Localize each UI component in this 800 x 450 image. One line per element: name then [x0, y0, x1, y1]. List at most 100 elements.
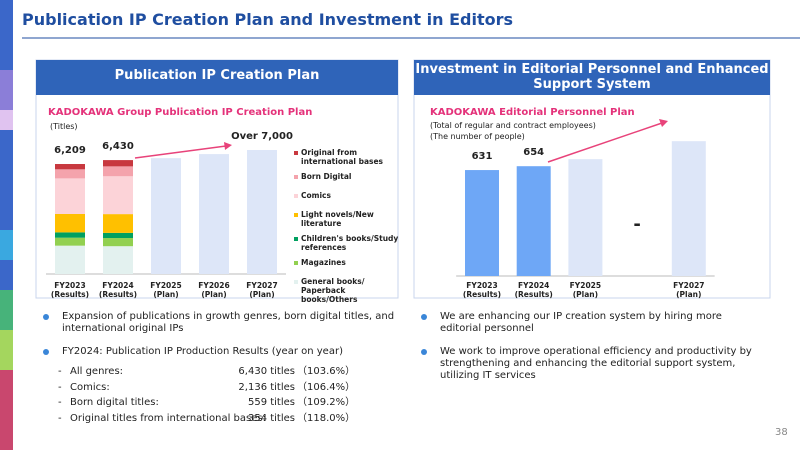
- arrow-head: [224, 142, 232, 150]
- total-label: Over 7,000: [231, 131, 293, 142]
- x-tick-note: (Plan): [201, 290, 227, 299]
- row-value: 2,136 titles: [238, 381, 295, 393]
- legend-label: Children's books/Study references: [301, 234, 399, 252]
- bar-segment: [55, 237, 85, 246]
- bullet: [421, 314, 427, 320]
- x-tick-label: FY2024: [102, 281, 134, 290]
- bar-segment: [103, 214, 133, 233]
- row-value: 559 titles: [247, 397, 295, 408]
- bullet: [421, 349, 427, 355]
- row-dash: -: [58, 397, 62, 408]
- bar-segment: [103, 160, 133, 167]
- row-label: Original titles from international bases…: [70, 412, 266, 424]
- trend-arrow: [134, 145, 227, 159]
- x-tick-label: FY2023: [466, 281, 498, 290]
- row-label: All genres:: [70, 366, 124, 377]
- bar-segment: [103, 246, 133, 274]
- x-tick-note: (Results): [514, 290, 553, 299]
- bar-segment: [55, 164, 85, 170]
- trend-arrow: [547, 122, 663, 163]
- bullet-text: Expansion of publications in growth genr…: [62, 311, 395, 334]
- side-strip: [0, 110, 13, 130]
- bar-segment: [103, 166, 133, 177]
- gap-label: -: [633, 214, 641, 235]
- row-ratio: （109.2%）: [297, 397, 356, 408]
- x-tick-label: FY2025: [569, 281, 602, 290]
- chart-title: KADOKAWA Group Publication IP Creation P…: [48, 107, 313, 118]
- row-dash: -: [58, 366, 62, 377]
- bar: [671, 141, 706, 276]
- bar-segment: [103, 232, 133, 239]
- bar-segment: [55, 213, 85, 233]
- value-label: 631: [471, 151, 493, 163]
- bar-segment: [55, 169, 85, 179]
- x-tick-note: (Plan): [676, 290, 702, 299]
- x-tick-label: FY2023: [54, 281, 86, 290]
- side-strip: [0, 290, 13, 330]
- bullet-text: We work to improve operational efficienc…: [440, 346, 752, 381]
- bar-segment: [103, 238, 133, 247]
- x-tick-note: (Plan): [153, 290, 179, 299]
- legend-swatch: [294, 280, 298, 284]
- chart-note: (Total of regular and contract employees…: [430, 121, 596, 130]
- legend-swatch: [294, 261, 298, 265]
- bar: [516, 166, 551, 276]
- x-tick-note: (Results): [462, 290, 502, 299]
- bar-segment: [103, 176, 133, 215]
- x-tick-note: (Plan): [572, 290, 599, 299]
- bar-segment: [55, 232, 85, 238]
- panel-title: Investment in Editorial Personnel and En…: [415, 62, 769, 92]
- bar-segment: [199, 154, 229, 274]
- x-tick-note: (Plan): [249, 290, 275, 299]
- legend-swatch: [294, 175, 298, 179]
- panel-header: [36, 60, 398, 95]
- bullet-text: FY2024: Publication IP Production Result…: [62, 346, 343, 357]
- bar-segment: [247, 150, 277, 274]
- row-ratio: （106.4%）: [297, 381, 356, 393]
- legend-label: Original from international bases: [301, 148, 384, 166]
- x-tick-note: (Results): [50, 290, 90, 299]
- slide-title: Publication IP Creation Plan and Investm…: [22, 10, 513, 29]
- chart-note: (The number of people): [430, 132, 525, 141]
- bullet-text: We are enhancing our IP creation system …: [440, 311, 722, 334]
- bullet: [43, 314, 49, 320]
- row-label: Comics:: [70, 381, 110, 393]
- bullet: [43, 349, 49, 355]
- legend-swatch: [294, 237, 298, 241]
- side-strip: [0, 70, 13, 110]
- x-tick-label: FY2027: [673, 281, 705, 290]
- legend-label: Born Digital: [301, 172, 352, 181]
- legend-label: General books/ Paperback books/Others: [301, 277, 365, 304]
- x-tick-label: FY2024: [517, 281, 550, 290]
- bar: [465, 170, 499, 276]
- bar-segment: [55, 245, 85, 274]
- panel-title: Publication IP Creation Plan: [114, 68, 320, 83]
- row-label: Born digital titles:: [70, 397, 159, 408]
- row-dash: -: [58, 412, 62, 424]
- side-strip: [0, 230, 13, 260]
- legend-swatch: [294, 194, 298, 198]
- row-ratio: （103.6%）: [297, 366, 356, 377]
- row-ratio: （118.0%）: [297, 412, 356, 424]
- chart-title: KADOKAWA Editorial Personnel Plan: [430, 107, 635, 118]
- x-tick-label: FY2025: [150, 281, 182, 290]
- legend-label: Comics: [301, 191, 331, 200]
- panel-header: [414, 60, 770, 95]
- legend-label: Light novels/New literature: [301, 210, 374, 228]
- x-tick-label: FY2026: [198, 281, 230, 290]
- row-dash: -: [58, 381, 62, 393]
- bar-segment: [55, 178, 85, 214]
- total-label: 6,209: [54, 145, 86, 156]
- x-tick-label: FY2027: [246, 281, 278, 290]
- value-label: 654: [523, 147, 545, 159]
- chart-note: (Titles): [50, 122, 78, 131]
- bar: [568, 159, 603, 276]
- row-value: 6,430 titles: [238, 366, 295, 377]
- page-number: 38: [775, 427, 788, 438]
- total-label: 6,430: [102, 141, 134, 153]
- bar-segment: [151, 158, 181, 274]
- row-value: 354 titles: [247, 412, 295, 424]
- legend-swatch: [294, 213, 298, 217]
